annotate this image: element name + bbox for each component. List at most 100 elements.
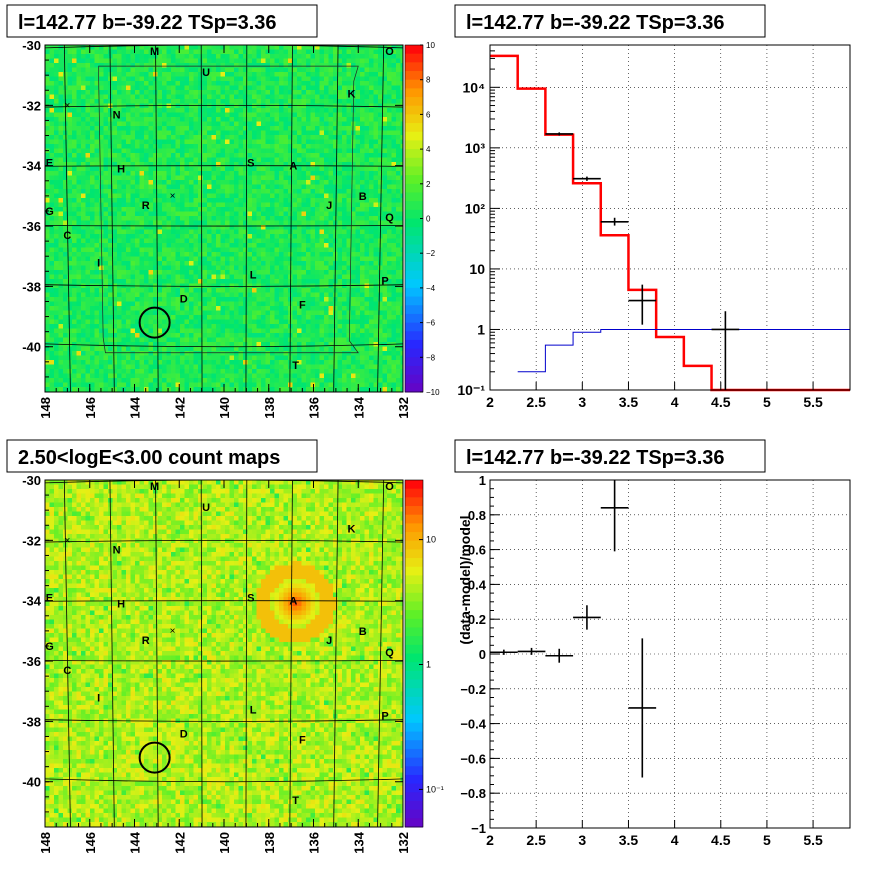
map-cell bbox=[171, 108, 176, 113]
map-cell bbox=[202, 225, 208, 230]
map-cell bbox=[121, 238, 127, 244]
map-cell bbox=[85, 126, 91, 131]
map-cell bbox=[175, 112, 181, 118]
map-cell bbox=[297, 274, 302, 280]
map-cell bbox=[351, 274, 356, 280]
map-cell bbox=[166, 171, 172, 176]
map-cell bbox=[256, 297, 262, 302]
map-cell bbox=[90, 162, 95, 167]
map-cell bbox=[76, 58, 82, 64]
map-cell bbox=[121, 112, 127, 118]
map-cell bbox=[184, 103, 190, 109]
map-cell bbox=[396, 243, 401, 248]
map-cell bbox=[369, 211, 374, 217]
map-cell bbox=[198, 58, 203, 64]
map-cell bbox=[238, 243, 244, 248]
map-cell bbox=[369, 184, 374, 190]
map-cell bbox=[297, 202, 302, 208]
map-cell bbox=[211, 121, 217, 127]
map-cell bbox=[90, 315, 95, 320]
map-cell bbox=[144, 189, 149, 194]
map-cell bbox=[243, 220, 248, 226]
map-cell bbox=[130, 166, 136, 172]
map-cell bbox=[216, 54, 221, 59]
map-cell bbox=[297, 193, 302, 199]
map-cell bbox=[283, 90, 289, 95]
map-cell bbox=[76, 112, 82, 118]
map-cell bbox=[126, 108, 131, 113]
map-cell bbox=[94, 315, 100, 320]
map-cell bbox=[360, 45, 365, 50]
map-cell bbox=[175, 270, 181, 275]
map-cell bbox=[387, 76, 392, 82]
map-cell bbox=[45, 216, 50, 221]
map-cell bbox=[117, 117, 122, 122]
map-cell bbox=[175, 108, 181, 113]
map-cell bbox=[85, 153, 91, 158]
map-cell bbox=[157, 49, 163, 55]
map-cell bbox=[166, 121, 172, 127]
map-cell bbox=[189, 229, 194, 235]
map-cell bbox=[283, 189, 289, 194]
map-cell bbox=[189, 297, 194, 302]
map-cell bbox=[351, 279, 356, 284]
map-cell bbox=[283, 220, 289, 226]
map-cell bbox=[369, 85, 374, 91]
map-cell bbox=[81, 180, 86, 185]
map-cell bbox=[351, 261, 356, 266]
map-cell bbox=[76, 279, 82, 284]
map-cell bbox=[153, 135, 158, 140]
map-cell bbox=[310, 81, 316, 86]
map-cell bbox=[261, 211, 266, 217]
map-cell bbox=[175, 175, 181, 181]
map-cell bbox=[265, 288, 271, 293]
map-cell bbox=[166, 306, 172, 311]
map-cell bbox=[337, 229, 343, 235]
map-cell bbox=[306, 193, 311, 199]
map-cell bbox=[103, 90, 109, 95]
map-cell bbox=[184, 94, 190, 100]
map-cell bbox=[171, 112, 176, 118]
map-cell bbox=[72, 319, 77, 325]
map-cell bbox=[337, 49, 343, 55]
map-cell bbox=[207, 184, 212, 190]
map-cell bbox=[135, 184, 140, 190]
map-cell bbox=[364, 90, 370, 95]
map-cell bbox=[243, 148, 248, 154]
map-cell bbox=[162, 85, 167, 91]
map-cell bbox=[139, 175, 145, 181]
map-cell bbox=[400, 126, 403, 131]
map-cell bbox=[184, 49, 190, 55]
map-cell bbox=[369, 270, 374, 275]
map-cell bbox=[301, 229, 307, 235]
map-cell bbox=[256, 315, 262, 320]
map-cell bbox=[103, 49, 109, 55]
map-cell bbox=[369, 108, 374, 113]
map-cell bbox=[315, 90, 320, 95]
map-cell bbox=[328, 162, 334, 167]
map-cell bbox=[283, 72, 289, 77]
map-cell bbox=[229, 234, 235, 239]
map-cell bbox=[373, 288, 379, 293]
map-cell bbox=[67, 94, 73, 100]
map-cell bbox=[148, 121, 154, 127]
map-cell bbox=[193, 292, 199, 298]
map-cell bbox=[252, 252, 257, 257]
map-cell bbox=[279, 270, 284, 275]
map-cell bbox=[58, 256, 64, 262]
map-cell bbox=[234, 94, 239, 100]
map-cell bbox=[319, 144, 325, 149]
map-cell bbox=[207, 274, 212, 280]
map-cell bbox=[153, 247, 158, 253]
map-cell bbox=[121, 301, 127, 307]
map-cell bbox=[292, 94, 298, 100]
map-cell bbox=[207, 301, 212, 307]
map-cell bbox=[243, 171, 248, 176]
map-cell bbox=[252, 189, 257, 194]
map-cell bbox=[67, 252, 73, 257]
map-cell bbox=[229, 63, 235, 68]
map-cell bbox=[108, 211, 113, 217]
map-cell bbox=[279, 63, 284, 68]
map-cell bbox=[144, 72, 149, 77]
map-cell bbox=[90, 139, 95, 145]
